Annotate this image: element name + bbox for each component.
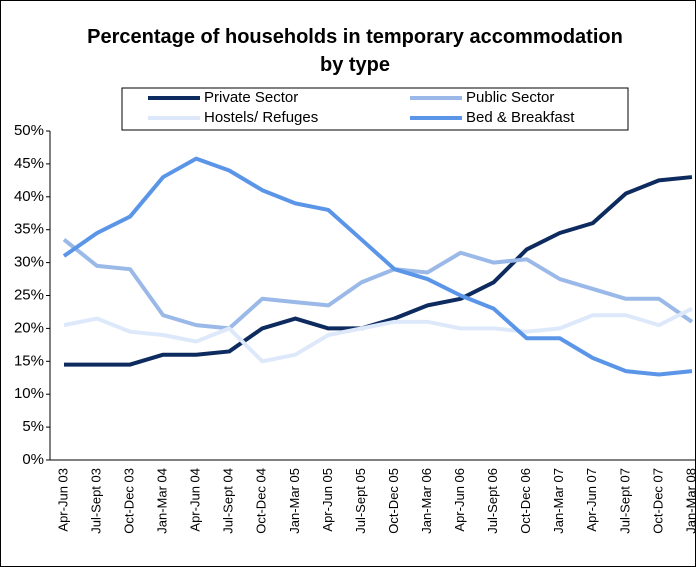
x-tick-label: Apr-Jun 03: [55, 468, 70, 532]
y-tick-label: 40%: [14, 188, 44, 205]
x-tick-label: Oct-Dec 05: [386, 468, 401, 534]
legend-label: Hostels/ Refuges: [204, 109, 318, 126]
x-tick-label: Apr-Jun 06: [452, 468, 467, 532]
legend-label: Bed & Breakfast: [466, 109, 575, 126]
chart-title: Percentage of households in temporary ac…: [87, 26, 623, 76]
x-tick-label: Apr-Jun 04: [188, 468, 203, 532]
x-tick-label: Jan-Mar 08: [683, 468, 696, 534]
x-tick-label: Jul-Sept 05: [353, 468, 368, 534]
x-tick-label: Jan-Mar 05: [287, 468, 302, 534]
y-tick-label: 10%: [14, 385, 44, 402]
legend-label: Private Sector: [204, 89, 298, 106]
x-tick-label: Jul-Sept 06: [485, 468, 500, 534]
y-tick-label: 20%: [14, 319, 44, 336]
y-tick-label: 50%: [14, 122, 44, 139]
series-line: [62, 238, 694, 331]
x-tick-label: Jan-Mar 06: [419, 468, 434, 534]
x-tick-label: Apr-Jun 07: [584, 468, 599, 532]
x-tick-label: Jan-Mar 04: [155, 468, 170, 534]
series-line: [63, 306, 693, 364]
y-tick-label: 0%: [22, 451, 44, 468]
legend-label: Public Sector: [466, 89, 554, 106]
x-tick-label: Jul-Sept 03: [88, 468, 103, 534]
y-tick-label: 5%: [22, 418, 44, 435]
x-tick-label: Jul-Sept 07: [617, 468, 632, 534]
y-tick-label: 25%: [14, 286, 44, 303]
x-tick-label: Apr-Jun 05: [320, 468, 335, 532]
x-tick-label: Oct-Dec 06: [518, 468, 533, 534]
y-tick-label: 45%: [14, 155, 44, 172]
y-tick-label: 30%: [14, 254, 44, 271]
x-tick-label: Oct-Dec 07: [650, 468, 665, 534]
series-line: [62, 156, 693, 377]
x-tick-label: Jan-Mar 07: [551, 468, 566, 534]
x-tick-label: Jul-Sept 04: [221, 468, 236, 534]
y-tick-label: 35%: [14, 221, 44, 238]
legend: [121, 87, 629, 131]
x-tick-label: Oct-Dec 03: [122, 468, 137, 534]
y-tick-label: 15%: [14, 352, 44, 369]
x-tick-label: Oct-Dec 04: [254, 468, 269, 534]
